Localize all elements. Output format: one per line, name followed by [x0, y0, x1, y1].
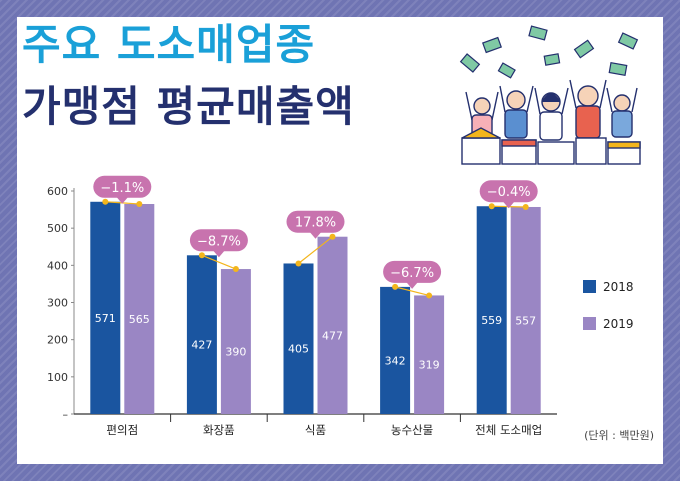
unit-note: (단위 : 백만원) — [584, 429, 654, 442]
bar-value-label: 477 — [322, 329, 343, 342]
y-tick-label: 300 — [47, 297, 68, 310]
trend-point — [426, 292, 433, 299]
x-category-label: 화장품 — [203, 423, 235, 437]
change-badge — [286, 210, 345, 233]
y-tick-label: 400 — [47, 259, 68, 272]
trend-point — [198, 252, 205, 259]
change-badge-pointer — [309, 231, 322, 239]
x-category-label: 식품 — [305, 423, 326, 437]
bar-2018 — [90, 201, 121, 414]
legend-swatch-2018 — [583, 280, 596, 293]
trend-point — [232, 266, 239, 273]
bar-value-label: 405 — [288, 343, 309, 356]
money-bills-icon — [459, 25, 639, 79]
y-tick-label: 100 — [47, 371, 68, 384]
change-badge-pointer — [116, 196, 129, 204]
trend-point — [295, 260, 302, 267]
trend-point — [392, 283, 399, 290]
bar-value-label: 427 — [191, 339, 212, 352]
trend-point — [522, 203, 529, 210]
change-badge-label: −0.4% — [487, 185, 531, 200]
bar-2019 — [414, 295, 445, 414]
change-badge-label: −8.7% — [197, 234, 241, 249]
bar-value-label: 319 — [419, 359, 440, 372]
bar-2019 — [317, 236, 348, 414]
bar-value-label: 571 — [95, 312, 116, 325]
y-tick-label: 200 — [47, 334, 68, 347]
y-tick-label: 500 — [47, 222, 68, 235]
bar-2018 — [380, 286, 411, 414]
trend-line — [394, 286, 430, 297]
trend-point — [136, 201, 143, 208]
bar-2018 — [283, 263, 314, 414]
y-tick-label: 600 — [47, 185, 68, 198]
change-badge-pointer — [406, 281, 419, 289]
trend-line — [201, 254, 237, 270]
people-icon — [465, 79, 638, 141]
x-category-label: 전체 도소매업 — [475, 423, 542, 437]
legend-label-2018: 2018 — [603, 280, 634, 294]
change-badge — [93, 175, 152, 198]
bar-2019 — [124, 204, 155, 414]
bar-value-label: 342 — [385, 354, 406, 367]
bar-value-label: 565 — [129, 313, 150, 326]
change-badge — [189, 229, 248, 252]
title-line-1: 주요 도소매업종 — [22, 20, 316, 69]
change-badge-label: −1.1% — [100, 181, 144, 196]
legend-swatch-2019 — [583, 317, 596, 330]
bar-value-label: 559 — [481, 314, 502, 327]
change-badge-pointer — [502, 201, 515, 209]
bar-2019 — [510, 206, 541, 414]
trend-line — [298, 236, 333, 264]
change-badge — [479, 180, 538, 203]
bar-2019 — [220, 269, 251, 414]
x-category-label: 농수산물 — [391, 423, 433, 437]
x-category-label: 편의점 — [106, 423, 138, 437]
y-tick-label: – — [63, 408, 69, 421]
trend-point — [329, 233, 336, 240]
title-line-2: 가맹점 평균매출액 — [22, 82, 355, 131]
trend-point — [102, 198, 109, 205]
bar-2018 — [186, 255, 217, 414]
change-badge-pointer — [212, 250, 225, 258]
shops-icon — [461, 127, 641, 165]
bar-value-label: 557 — [515, 314, 536, 327]
bar-2018 — [476, 206, 507, 414]
trend-point — [488, 203, 495, 210]
change-badge-label: 17.8% — [295, 216, 336, 231]
change-badge — [383, 260, 442, 283]
bar-value-label: 390 — [225, 346, 246, 359]
legend-label-2019: 2019 — [603, 317, 634, 331]
change-badge-label: −6.7% — [390, 266, 434, 281]
